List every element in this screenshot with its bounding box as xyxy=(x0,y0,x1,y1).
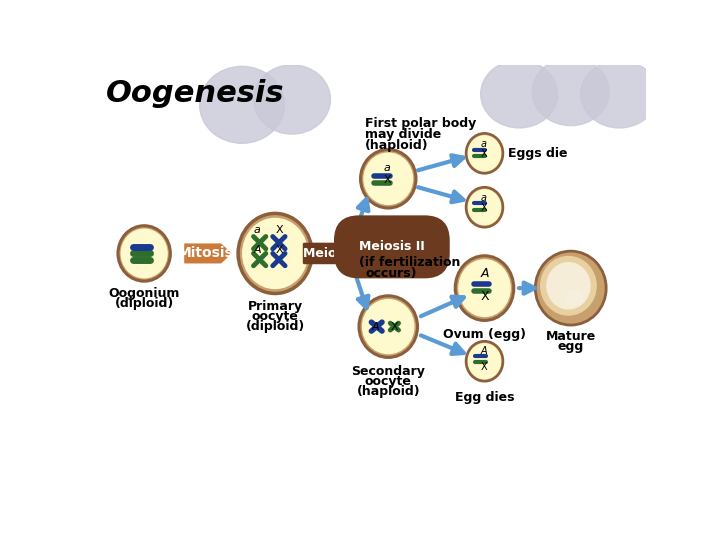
Ellipse shape xyxy=(532,58,609,126)
Text: (haploid): (haploid) xyxy=(356,385,420,398)
Ellipse shape xyxy=(481,60,558,128)
Text: may divide: may divide xyxy=(365,128,441,141)
Ellipse shape xyxy=(459,260,510,316)
Ellipse shape xyxy=(536,251,606,325)
Text: Mitosis: Mitosis xyxy=(178,246,233,260)
Ellipse shape xyxy=(121,229,167,278)
Text: oocyte: oocyte xyxy=(365,375,412,388)
Text: A: A xyxy=(253,246,261,255)
Text: egg: egg xyxy=(557,340,584,354)
Polygon shape xyxy=(184,244,232,264)
Text: X: X xyxy=(384,174,391,185)
Text: X: X xyxy=(390,322,398,333)
Text: a: a xyxy=(253,225,261,235)
Text: Oogonium: Oogonium xyxy=(109,287,180,300)
Text: A: A xyxy=(481,346,487,356)
Ellipse shape xyxy=(468,190,500,225)
Text: (diploid): (diploid) xyxy=(246,320,305,333)
Text: X: X xyxy=(481,203,487,213)
Ellipse shape xyxy=(238,213,312,293)
Ellipse shape xyxy=(364,153,413,204)
Ellipse shape xyxy=(466,187,503,227)
Ellipse shape xyxy=(118,226,171,281)
Ellipse shape xyxy=(199,66,284,143)
Text: a: a xyxy=(481,139,487,149)
Ellipse shape xyxy=(541,256,596,315)
Text: a: a xyxy=(481,193,487,203)
Text: First polar body: First polar body xyxy=(365,117,477,130)
Ellipse shape xyxy=(359,296,418,357)
Text: (haploid): (haploid) xyxy=(365,139,429,152)
Ellipse shape xyxy=(455,256,514,320)
Ellipse shape xyxy=(363,300,414,354)
Text: Eggs die: Eggs die xyxy=(508,147,567,160)
Text: X: X xyxy=(276,246,284,255)
Ellipse shape xyxy=(468,344,500,379)
Ellipse shape xyxy=(466,341,503,381)
Text: Secondary: Secondary xyxy=(351,365,426,378)
Text: Ovum (egg): Ovum (egg) xyxy=(443,328,526,341)
Text: (if fertilization: (if fertilization xyxy=(359,256,460,269)
Ellipse shape xyxy=(361,150,416,208)
Text: occurs): occurs) xyxy=(365,267,417,280)
Text: X: X xyxy=(276,225,284,235)
Text: X: X xyxy=(481,362,487,373)
Ellipse shape xyxy=(468,136,500,171)
Text: A: A xyxy=(372,322,379,333)
Polygon shape xyxy=(337,242,351,264)
Text: a: a xyxy=(384,163,390,173)
Ellipse shape xyxy=(581,60,658,128)
Ellipse shape xyxy=(566,289,583,305)
Ellipse shape xyxy=(466,133,503,173)
Text: (diploid): (diploid) xyxy=(114,298,174,310)
Text: Meiosis I: Meiosis I xyxy=(303,247,364,260)
Text: oocyte: oocyte xyxy=(251,309,299,323)
Ellipse shape xyxy=(253,65,330,134)
Text: Primary: Primary xyxy=(248,300,302,313)
Ellipse shape xyxy=(243,218,307,288)
Text: X: X xyxy=(481,289,490,302)
Text: Mature: Mature xyxy=(546,330,596,343)
Text: Egg dies: Egg dies xyxy=(455,390,514,403)
Ellipse shape xyxy=(547,262,590,309)
Text: Oogenesis: Oogenesis xyxy=(106,79,284,107)
FancyBboxPatch shape xyxy=(303,242,364,264)
Polygon shape xyxy=(317,242,330,264)
Text: X: X xyxy=(481,149,487,159)
Text: Meiosis II: Meiosis II xyxy=(359,240,425,253)
Text: A: A xyxy=(481,267,489,280)
